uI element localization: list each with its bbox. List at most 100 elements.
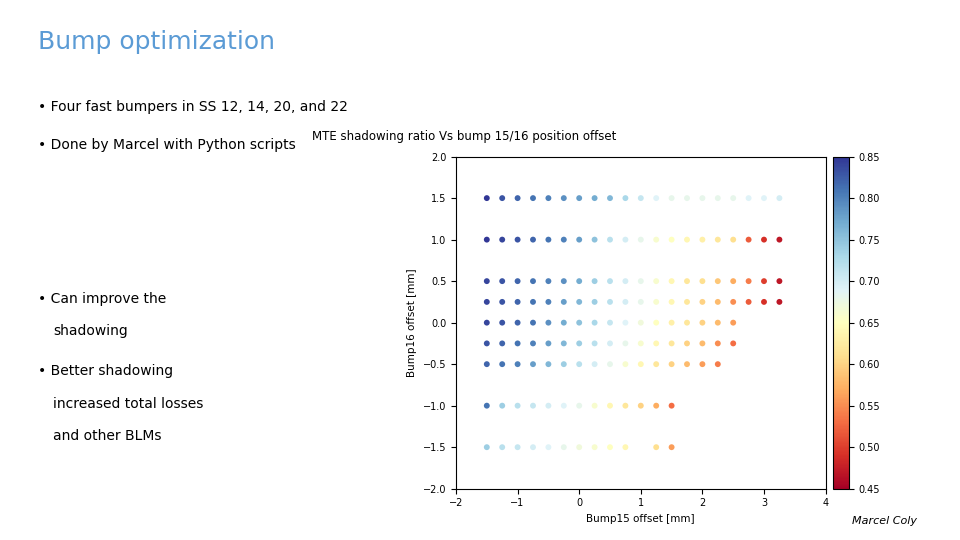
Point: [726, 235, 741, 244]
Point: [525, 339, 540, 348]
Point: [664, 277, 680, 286]
Point: [510, 298, 525, 306]
Point: [649, 277, 664, 286]
Point: [525, 360, 540, 368]
Point: [664, 194, 680, 202]
Point: [540, 360, 556, 368]
Point: [634, 360, 649, 368]
Point: [479, 401, 494, 410]
Point: [664, 339, 680, 348]
Point: [695, 319, 710, 327]
Point: [726, 194, 741, 202]
Point: [602, 298, 617, 306]
Point: [617, 194, 633, 202]
Text: Bump optimization: Bump optimization: [38, 30, 276, 53]
Point: [556, 443, 571, 451]
Point: [680, 277, 695, 286]
Text: MTE shadowing ratio Vs bump 15/16 position offset: MTE shadowing ratio Vs bump 15/16 positi…: [312, 130, 616, 143]
Point: [479, 194, 494, 202]
Point: [479, 339, 494, 348]
Point: [587, 401, 602, 410]
Text: • Can improve the: • Can improve the: [38, 292, 167, 306]
Point: [710, 277, 726, 286]
Point: [510, 277, 525, 286]
Point: [540, 339, 556, 348]
Point: [741, 277, 756, 286]
Point: [710, 319, 726, 327]
Point: [695, 339, 710, 348]
Point: [556, 319, 571, 327]
Point: [556, 360, 571, 368]
Point: [649, 298, 664, 306]
Point: [571, 194, 587, 202]
Point: [664, 443, 680, 451]
Point: [525, 194, 540, 202]
Point: [479, 360, 494, 368]
Point: [556, 235, 571, 244]
Text: and other BLMs: and other BLMs: [53, 429, 161, 443]
Point: [664, 319, 680, 327]
Point: [726, 339, 741, 348]
Point: [571, 319, 587, 327]
Point: [726, 277, 741, 286]
Point: [680, 339, 695, 348]
Point: [571, 360, 587, 368]
Point: [756, 298, 772, 306]
Point: [710, 235, 726, 244]
Point: [510, 194, 525, 202]
Point: [617, 401, 633, 410]
Point: [525, 401, 540, 410]
Point: [695, 298, 710, 306]
Point: [634, 339, 649, 348]
Point: [617, 319, 633, 327]
Point: [602, 277, 617, 286]
Point: [587, 298, 602, 306]
Y-axis label: Bump16 offset [mm]: Bump16 offset [mm]: [407, 268, 418, 377]
Point: [664, 360, 680, 368]
Point: [602, 339, 617, 348]
Point: [571, 339, 587, 348]
Point: [664, 401, 680, 410]
Point: [680, 298, 695, 306]
Text: Marcel Coly: Marcel Coly: [852, 516, 917, 526]
Point: [649, 401, 664, 410]
Point: [525, 235, 540, 244]
Point: [634, 401, 649, 410]
Point: [602, 319, 617, 327]
Point: [649, 339, 664, 348]
Point: [587, 319, 602, 327]
Point: [540, 235, 556, 244]
Point: [602, 194, 617, 202]
Point: [540, 319, 556, 327]
Point: [649, 443, 664, 451]
Point: [617, 360, 633, 368]
Point: [680, 319, 695, 327]
Point: [540, 443, 556, 451]
Point: [772, 194, 787, 202]
Point: [571, 277, 587, 286]
Point: [571, 298, 587, 306]
Point: [571, 443, 587, 451]
Point: [494, 298, 510, 306]
Point: [710, 339, 726, 348]
Point: [602, 443, 617, 451]
Point: [772, 277, 787, 286]
X-axis label: Bump15 offset [mm]: Bump15 offset [mm]: [587, 514, 695, 524]
Point: [525, 277, 540, 286]
Point: [756, 235, 772, 244]
Point: [587, 235, 602, 244]
Point: [510, 339, 525, 348]
Point: [649, 235, 664, 244]
Point: [540, 194, 556, 202]
Point: [664, 298, 680, 306]
Point: [525, 443, 540, 451]
Point: [479, 298, 494, 306]
Point: [634, 319, 649, 327]
Text: • Four fast bumpers in SS 12, 14, 20, and 22: • Four fast bumpers in SS 12, 14, 20, an…: [38, 100, 348, 114]
Point: [479, 277, 494, 286]
Point: [617, 443, 633, 451]
Point: [772, 235, 787, 244]
Point: [741, 235, 756, 244]
Point: [756, 277, 772, 286]
Point: [587, 360, 602, 368]
